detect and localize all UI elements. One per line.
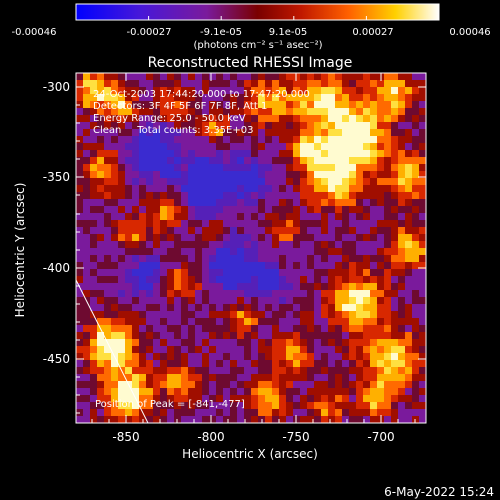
info-detectors: Detectors: 3F 4F 5F 6F 7F 8F, Att 1 bbox=[93, 101, 267, 112]
info-clean-counts: Clean Total counts: 3.35E+03 bbox=[93, 125, 253, 136]
x-tick-label-0: -850 bbox=[112, 430, 139, 444]
colorbar-units: (photons cm⁻² s⁻¹ asec⁻²) bbox=[193, 40, 322, 51]
x-tick-label-3: -700 bbox=[367, 430, 394, 444]
colorbar-tick-label-4: 0.00027 bbox=[352, 27, 393, 38]
y-tick-label-2: -400 bbox=[43, 261, 70, 275]
colorbar-tick-label-3: 9.1e-05 bbox=[269, 27, 307, 38]
x-tick-label-1: -800 bbox=[197, 430, 224, 444]
info-energy-range: Energy Range: 25.0 - 50.0 keV bbox=[93, 113, 246, 124]
solar-limb-line bbox=[76, 279, 149, 423]
colorbar-tick-label-1: -0.00027 bbox=[127, 27, 172, 38]
y-axis-ticks bbox=[76, 86, 426, 414]
y-tick-label-3: -450 bbox=[43, 352, 70, 366]
info-time-range: 24-Oct-2003 17:44:20.000 to 17:47:20.000 bbox=[93, 89, 310, 100]
colorbar bbox=[75, 3, 440, 21]
colorbar-tick-label-0: -0.00046 bbox=[12, 27, 57, 38]
rhessi-image bbox=[76, 73, 426, 423]
x-axis-label: Heliocentric X (arcsec) bbox=[182, 447, 318, 461]
x-tick-label-2: -750 bbox=[282, 430, 309, 444]
y-axis-label: Heliocentric Y (arcsec) bbox=[13, 183, 27, 318]
footer-timestamp: 6-May-2022 15:24 bbox=[384, 485, 494, 499]
plot-frame bbox=[75, 72, 427, 424]
x-axis-ticks bbox=[91, 73, 416, 423]
colorbar-tick-label-5: 0.00046 bbox=[449, 27, 490, 38]
plot-title: Reconstructed RHESSI Image bbox=[148, 55, 353, 71]
y-tick-label-1: -350 bbox=[43, 170, 70, 184]
info-peak-position: Position of Peak = [-841,-477] bbox=[95, 399, 245, 410]
y-tick-label-0: -300 bbox=[43, 80, 70, 94]
colorbar-tick-label-2: -9.1e-05 bbox=[200, 27, 242, 38]
colorbar-ticks bbox=[75, 16, 440, 20]
